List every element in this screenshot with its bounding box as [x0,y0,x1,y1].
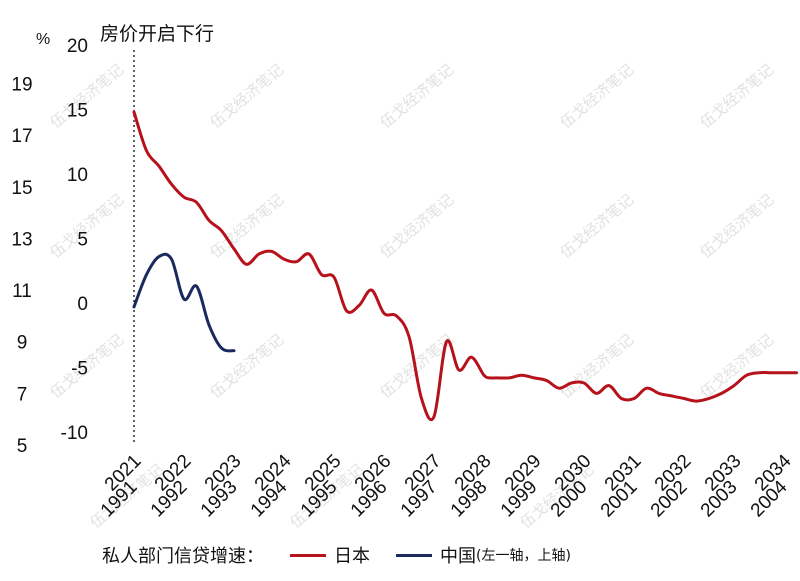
y-outer-tick-5: 5 [17,436,28,457]
watermark-12: 伍戈经济笔记 [377,330,458,402]
y-axis-outer-ticks: 5 7 9 11 13 15 17 19 [11,75,32,457]
y-inner-tick-0: 0 [77,294,88,315]
series-japan [132,110,798,422]
watermark-8: 伍戈经济笔记 [557,190,638,262]
y-outer-tick-15: 15 [11,178,32,199]
legend-china-label: 中国 [440,546,476,567]
watermark-2: 伍戈经济笔记 [377,60,458,132]
line-japan [132,110,798,422]
watermark-14: 伍戈经济笔记 [697,330,778,402]
watermark-3: 伍戈经济笔记 [557,60,638,132]
watermark-1: 伍戈经济笔记 [207,60,288,132]
y-outer-tick-11: 11 [12,281,32,302]
unit-label: % [36,31,50,48]
line-china [132,252,236,353]
legend-japan-label: 日本 [334,546,370,567]
legend-title: 私人部门信贷增速： [102,546,264,567]
x-axis-top-ticks: 2021 2022 2023 2024 2025 2026 2027 2028 2029 2030… [101,450,796,495]
watermark-13: 伍戈经济笔记 [557,330,638,402]
y-outer-tick-13: 13 [11,229,32,250]
series-china [132,252,236,353]
y-inner-tick--10: -10 [61,423,88,444]
watermark-4: 伍戈经济笔记 [697,60,778,132]
y-inner-tick-15: 15 [67,101,88,122]
y-outer-tick-19: 19 [11,75,32,96]
watermark-7: 伍戈经济笔记 [377,190,458,262]
y-inner-tick-10: 10 [67,165,88,186]
legend-japan-swatch [290,553,326,557]
y-inner-tick-20: 20 [67,36,88,57]
watermark-11: 伍戈经济笔记 [207,330,288,402]
y-outer-tick-17: 17 [11,126,32,147]
legend-china-note: (左一轴，上轴) [476,548,571,564]
watermark-5: 伍戈经济笔记 [47,190,128,262]
legend-china-swatch [396,553,432,557]
y-inner-tick--5: -5 [71,359,88,380]
annotation-label: 房价开启下行 [100,23,214,45]
watermark-9: 伍戈经济笔记 [697,190,778,262]
legend: 私人部门信贷增速： 日本 中国 (左一轴，上轴) [102,542,571,568]
y-inner-tick-5: 5 [77,230,88,251]
y-axis-inner-ticks: -10 -5 0 5 10 15 20 [61,36,88,444]
y-outer-tick-9: 9 [17,333,28,354]
x-axis-bottom-ticks: 1991 1992 1993 1994 1995 1996 1997 1998 1999 2000… [97,476,792,521]
y-outer-tick-7: 7 [17,384,28,405]
